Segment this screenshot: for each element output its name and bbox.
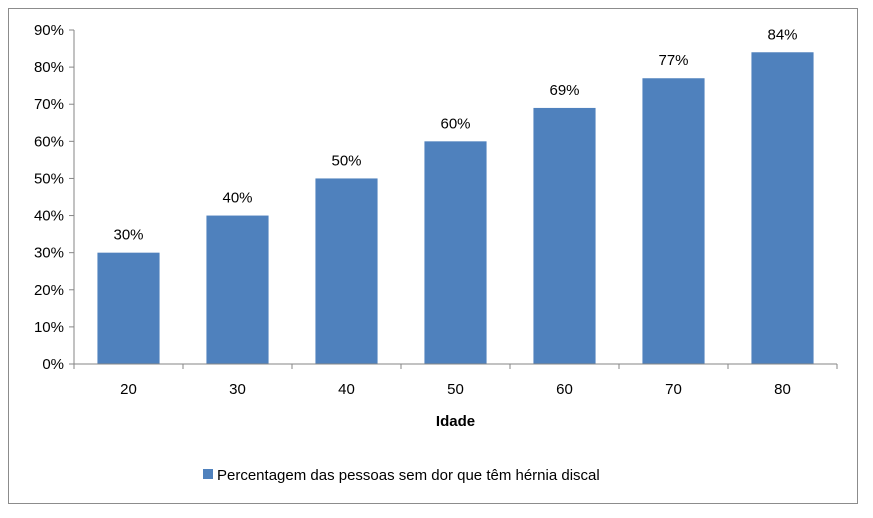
y-tick-label: 50% [34,170,64,187]
y-tick-label: 20% [34,282,64,299]
x-tick-label: 80 [774,381,791,398]
y-tick-label: 70% [34,96,64,113]
data-label: 77% [658,52,688,69]
bars: 30% 40% 50% 60% 69% 77% 84% [97,26,814,365]
x-tick-label: 20 [120,381,137,398]
x-axis: 20 30 40 50 60 70 80 [73,363,838,398]
legend-label: Percentagem das pessoas sem dor que têm … [217,467,600,484]
data-label: 69% [549,82,579,99]
legend-swatch [203,469,213,479]
y-tick-label: 40% [34,208,64,225]
y-tick-label: 30% [34,245,64,262]
y-tick-label: 90% [34,22,64,39]
bar-40 [315,178,378,364]
data-label: 40% [222,190,252,207]
data-label: 50% [331,152,361,169]
data-label: 30% [113,227,143,244]
bar-60 [533,107,596,364]
x-tick-label: 50 [447,381,464,398]
y-tick-label: 10% [34,319,64,336]
x-tick-label: 40 [338,381,355,398]
legend: Percentagem das pessoas sem dor que têm … [203,467,600,484]
y-tick-label: 0% [42,356,64,373]
bar-30 [206,215,269,364]
y-tick-label: 60% [34,133,64,150]
y-tick-label: 80% [34,59,64,76]
x-axis-title: Idade [436,413,475,430]
x-tick-label: 70 [665,381,682,398]
data-label: 60% [440,115,470,132]
x-tick-label: 30 [229,381,246,398]
x-tick-label: 60 [556,381,573,398]
bar-70 [642,78,705,364]
y-axis: 0% 10% 20% 30% 40% 50% 60% 70% 80% 90% [34,22,75,373]
bar-20 [97,252,160,364]
data-label: 84% [767,26,797,43]
bar-50 [424,141,487,364]
bar-80 [751,52,814,365]
